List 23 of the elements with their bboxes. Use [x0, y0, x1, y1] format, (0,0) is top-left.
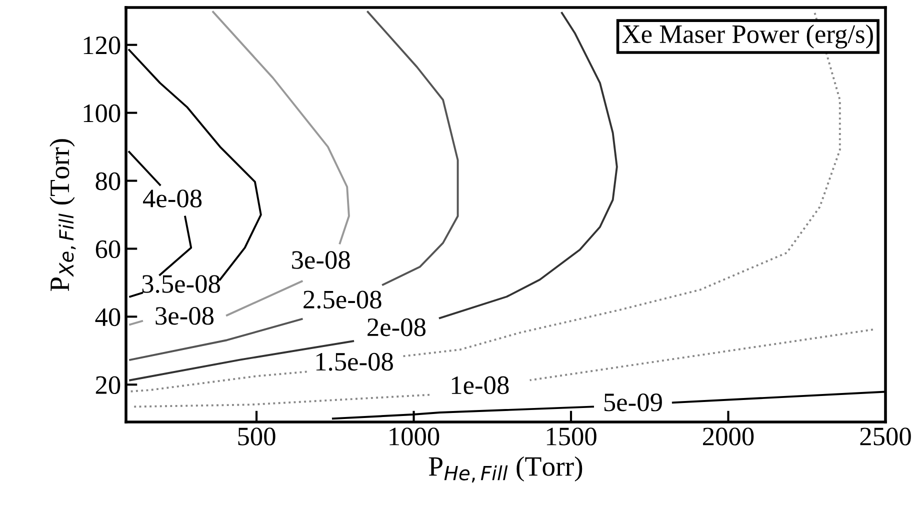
y-axis-title: P$_{Xe,Fill}$ (Torr) — [50, 139, 76, 292]
annotation: Xe Maser Power (erg/s) — [622, 24, 873, 49]
y-tick-label: 60 — [96, 240, 120, 258]
y-tick-label: 20 — [96, 376, 120, 394]
x-tick-label: 2500 — [860, 428, 911, 446]
series-label: 3.5e-08 — [142, 275, 220, 293]
series-label: 5e-09 — [604, 393, 662, 412]
series-label: 2e-08 — [368, 318, 426, 336]
x-tick-label: 2000 — [703, 428, 754, 446]
series-label: 1e-08 — [452, 376, 509, 394]
series-label: 3e-08 — [292, 251, 350, 269]
y-tick-label: 120 — [84, 36, 120, 54]
x-tick-label: 500 — [238, 428, 276, 446]
y-tick-label: 80 — [96, 172, 120, 190]
series-label: 4e-08 — [143, 190, 202, 208]
y-tick-label: 40 — [95, 308, 120, 326]
x-tick-label: 1500 — [546, 428, 596, 446]
x-tick-label: 1000 — [390, 428, 440, 446]
x-axis-title: P$_{He,Fill}$ (Torr) — [428, 456, 582, 482]
series-label: 2.5e-08 — [304, 290, 382, 309]
series-label: 1.5e-08 — [316, 352, 393, 371]
text: 3e-08 — [156, 307, 214, 325]
y-tick-label: 100 — [84, 104, 120, 122]
